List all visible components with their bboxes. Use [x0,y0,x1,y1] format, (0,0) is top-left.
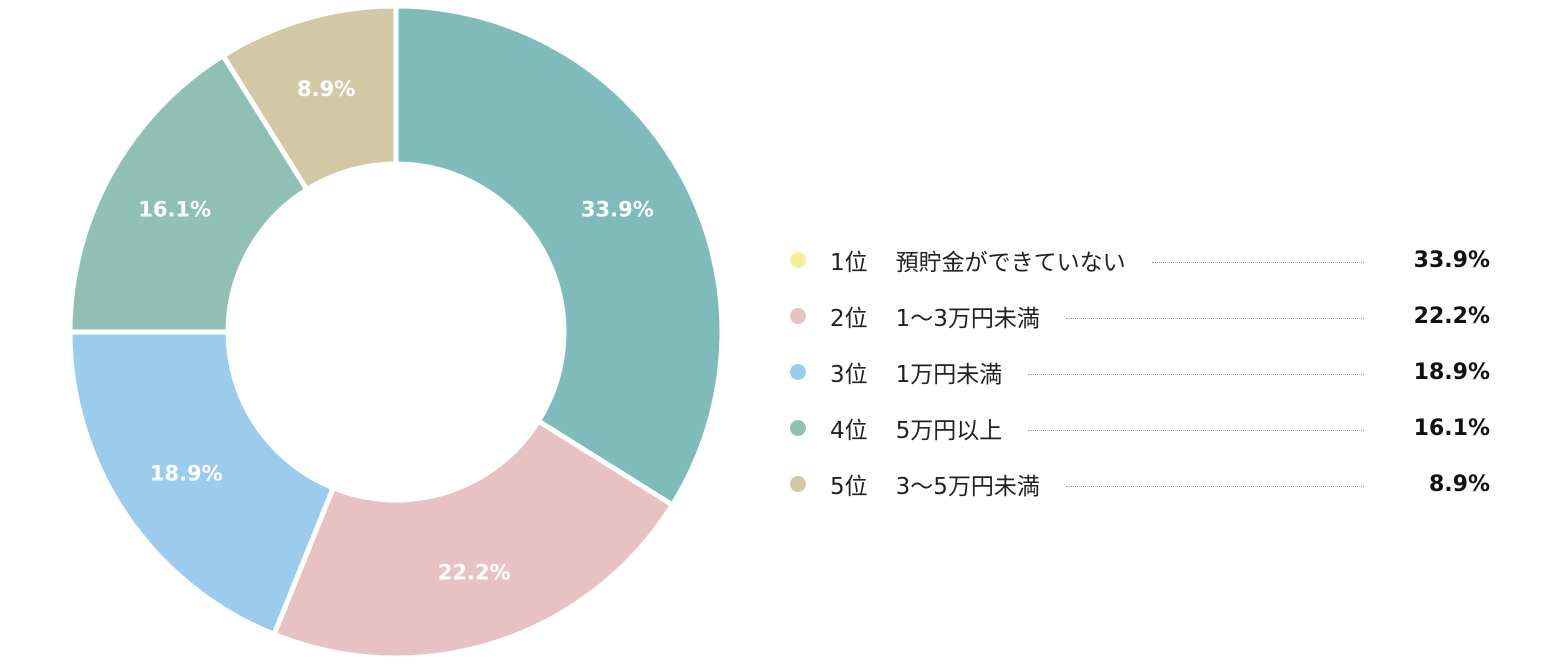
legend-item: 4位 5万円以上 16.1% [790,400,1490,456]
legend-label: 5万円以上 [895,418,1003,444]
legend-item: 5位 3〜5万円未満 8.9% [790,456,1490,512]
legend-item: 3位 1万円未満 18.9% [790,344,1490,400]
legend-rank: 4位 [830,418,868,444]
donut-slice-3 [67,329,337,638]
donut-slice-5 [219,3,399,194]
donut-slice-2 [270,417,676,661]
slice-value-label: 33.9% [581,197,654,221]
legend-leader-line [1065,485,1364,487]
legend-dot-2 [790,308,806,324]
legend-item: 2位 1〜3万円未満 22.2% [790,288,1490,344]
legend-leader-line [1151,261,1364,263]
slice-value-label: 8.9% [297,77,355,101]
legend-dot-1 [790,252,806,268]
legend-value: 18.9% [1413,359,1490,385]
slice-value-label: 18.9% [150,462,223,486]
donut-slice-1 [393,3,725,509]
legend-label: 1万円未満 [895,362,1003,388]
legend-label: 預貯金ができていない [895,250,1126,276]
legend-value: 8.9% [1428,471,1490,497]
legend-dot-3 [790,364,806,380]
legend-rank: 1位 [830,250,868,276]
legend-leader-line [1065,317,1364,319]
slice-value-label: 22.2% [438,561,511,585]
slice-value-label: 16.1% [138,197,211,221]
legend-label: 1〜3万円未満 [895,306,1040,332]
legend-value: 33.9% [1413,247,1490,273]
legend-label: 3〜5万円未満 [895,474,1040,500]
legend-rank: 5位 [830,474,868,500]
legend-leader-line [1028,429,1364,431]
legend-value: 22.2% [1413,303,1490,329]
legend-item: 1位 預貯金ができていない 33.9% [790,232,1490,288]
chart-legend: 1位 預貯金ができていない 33.9% 2位 1〜3万円未満 22.2% 3位 … [790,232,1490,512]
legend-dot-4 [790,420,806,436]
legend-dot-5 [790,476,806,492]
donut-chart: 33.9% 22.2% 18.9% 16.1% 8.9% [67,3,725,661]
legend-leader-line [1028,373,1364,375]
donut-slice-4 [67,52,311,335]
legend-rank: 3位 [830,362,868,388]
legend-value: 16.1% [1413,415,1490,441]
legend-rank: 2位 [830,306,868,332]
